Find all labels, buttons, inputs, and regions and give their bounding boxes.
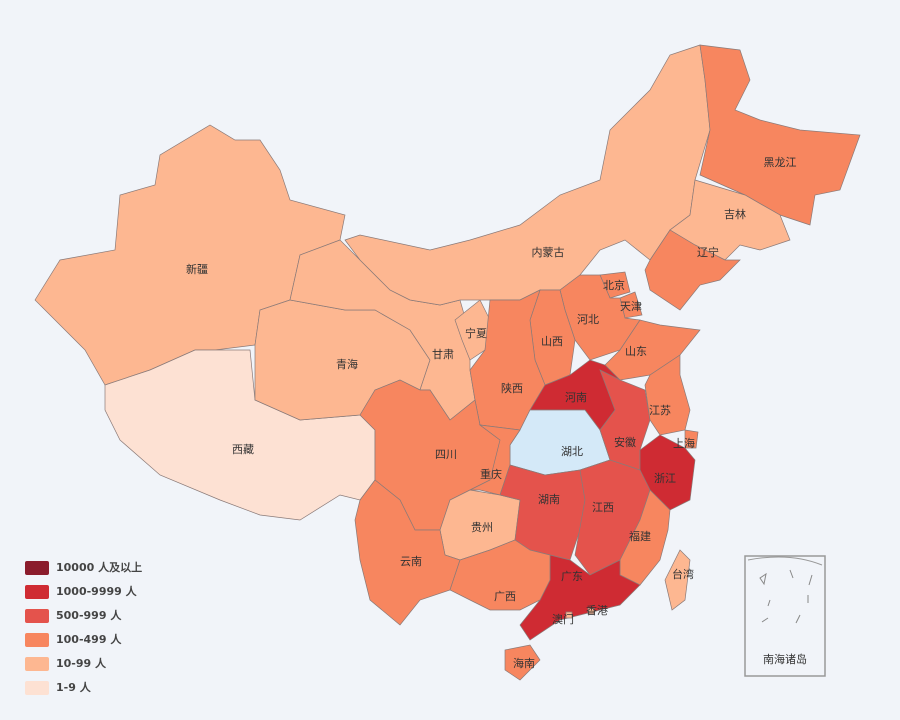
province [587, 607, 595, 615]
legend-label: 1-9 人 [56, 680, 92, 694]
province-label: 安徽 [614, 435, 636, 449]
province-label: 江苏 [649, 404, 671, 417]
legend: 10000 人及以上 1000-9999 人 500-999 人 100-499 人 1… [25, 560, 142, 695]
province-label: 重庆 [480, 467, 502, 481]
province [684, 429, 699, 449]
legend-swatch [25, 657, 49, 671]
province [644, 354, 691, 436]
legend-swatch [25, 561, 49, 575]
province-label: 北京 [603, 278, 625, 292]
province [565, 611, 573, 619]
province [644, 229, 741, 311]
province-label: 内蒙古 [532, 245, 565, 259]
province-label: 福建 [629, 529, 651, 543]
province-label: 广西 [494, 590, 516, 603]
legend-label: 500-999 人 [56, 608, 122, 622]
legend-swatch [25, 633, 49, 647]
province-label: 河北 [577, 313, 599, 326]
province-label: 青海 [336, 357, 358, 371]
province-label: 四川 [435, 448, 457, 461]
province-label: 陕西 [501, 381, 523, 395]
inset-islands [759, 569, 813, 624]
province-label: 湖北 [561, 445, 583, 458]
province-label: 澳门 [552, 612, 574, 626]
province-label: 香港 [586, 604, 608, 617]
province-label: 海南 [513, 656, 535, 670]
province-label: 宁夏 [465, 326, 487, 340]
legend-swatch [25, 585, 49, 599]
province [699, 44, 861, 226]
legend-label: 1000-9999 人 [56, 584, 138, 598]
province-label: 河南 [565, 391, 587, 404]
province-label: 贵州 [471, 521, 493, 534]
province [469, 424, 521, 496]
province-label: 云南 [400, 555, 422, 568]
province-label: 西藏 [232, 443, 254, 456]
province [354, 479, 461, 626]
legend-label: 10-99 人 [56, 656, 107, 670]
province [504, 644, 541, 681]
province-label: 广东 [561, 570, 583, 583]
regions [34, 44, 861, 681]
province-label: 辽宁 [697, 245, 719, 259]
province [669, 179, 791, 261]
inset: 南海诸岛 [744, 555, 826, 677]
legend-swatch [25, 609, 49, 623]
province-label: 江西 [592, 501, 614, 514]
province-label: 新疆 [186, 262, 208, 276]
province [449, 539, 551, 611]
inset-label: 南海诸岛 [763, 652, 807, 666]
province [664, 549, 691, 611]
legend-label: 100-499 人 [56, 632, 122, 646]
province-label: 山东 [625, 345, 647, 358]
legend-label: 10000 人及以上 [56, 560, 142, 574]
legend-swatch [25, 681, 49, 695]
province-label: 上海 [673, 436, 695, 450]
province-label: 台湾 [672, 567, 694, 581]
province-label: 黑龙江 [764, 156, 797, 169]
province-label: 甘肃 [432, 348, 454, 361]
province-label: 天津 [620, 300, 642, 313]
province-label: 浙江 [654, 472, 676, 485]
province-label: 吉林 [724, 207, 746, 221]
inset-coast [747, 556, 823, 566]
province-label: 湖南 [538, 493, 560, 506]
province-label: 山西 [541, 335, 563, 348]
